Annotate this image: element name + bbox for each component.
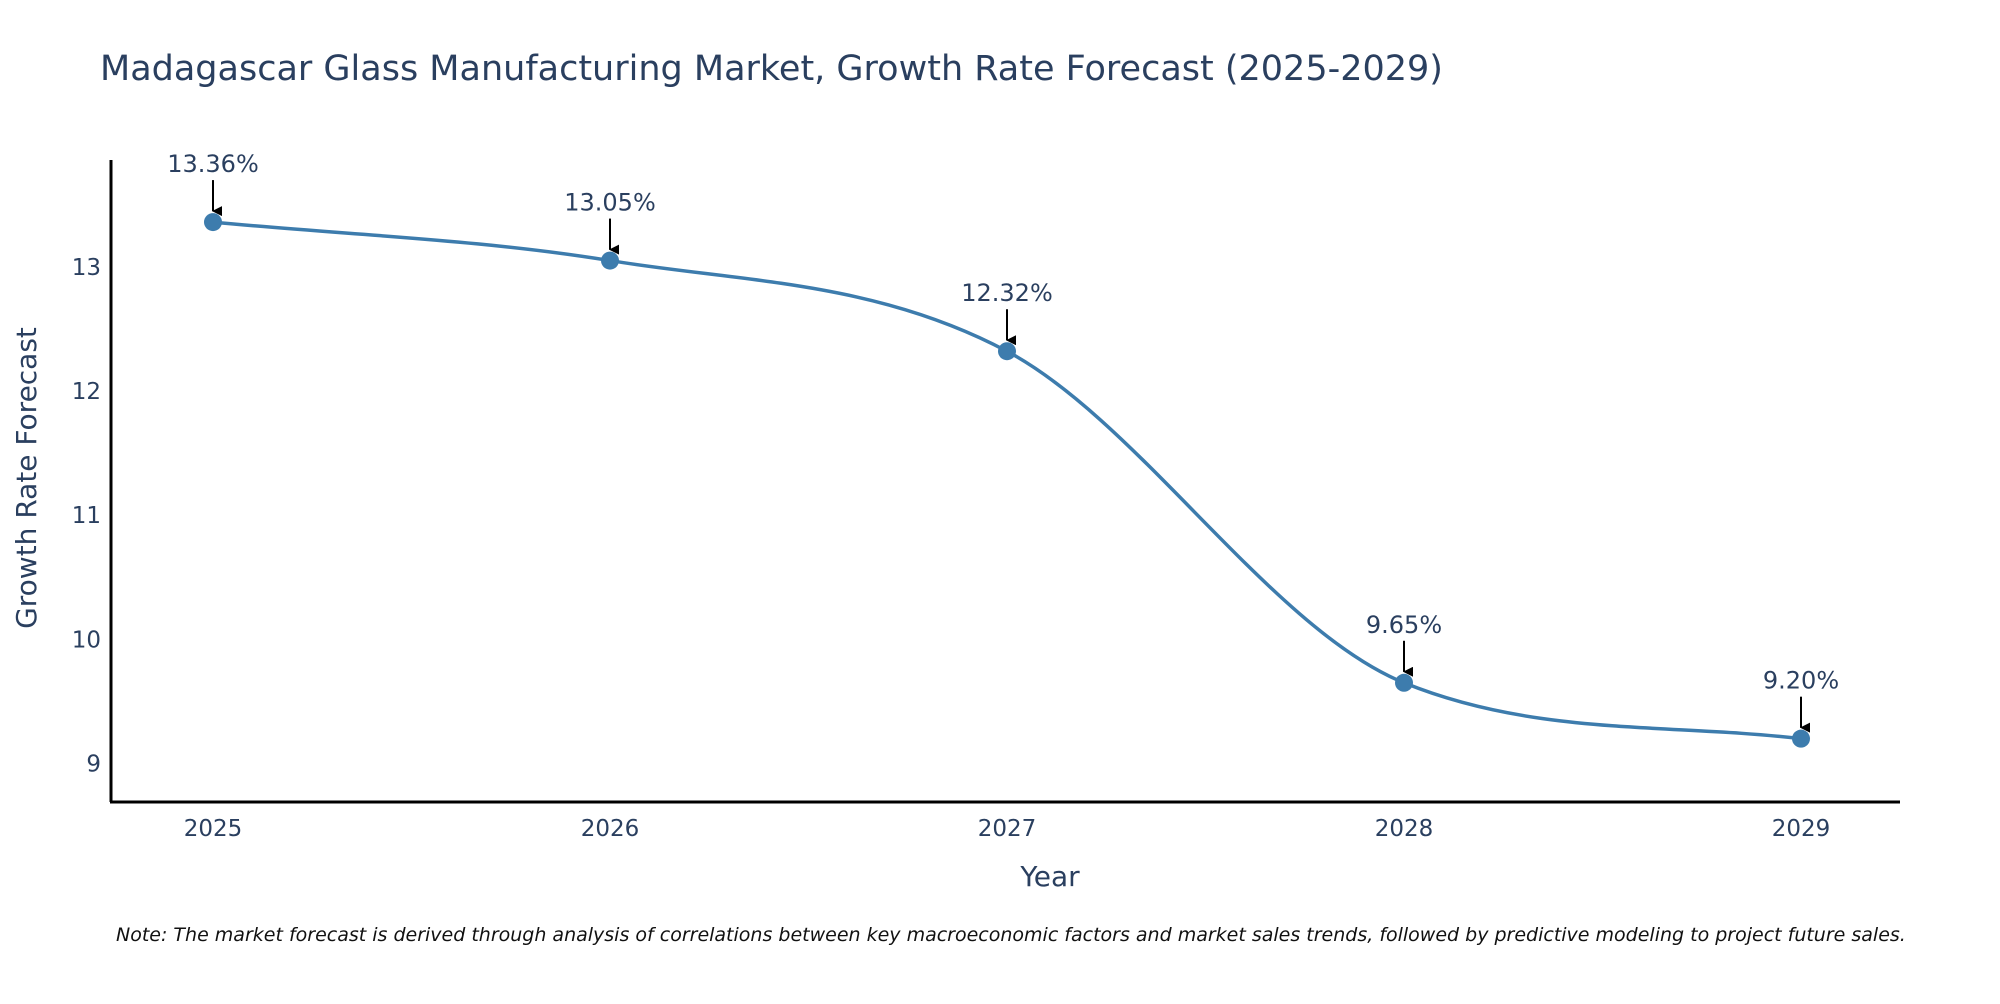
data-annotations: 13.36% 13.05% 12.32% 9.65% 9.20% <box>167 150 1839 733</box>
x-tick-label: 2025 <box>184 816 243 842</box>
data-markers <box>204 213 1810 748</box>
y-tick-label: 11 <box>72 503 101 529</box>
y-tick-labels: 9 10 11 12 13 <box>72 255 101 778</box>
chart-title: Madagascar Glass Manufacturing Market, G… <box>100 49 1443 89</box>
series-line-path <box>211 220 1803 741</box>
data-label: 12.32% <box>961 279 1053 307</box>
x-tick-label: 2027 <box>978 816 1037 842</box>
x-tick-labels: 2025 2026 2027 2028 2029 <box>184 816 1831 842</box>
x-tick-label: 2026 <box>581 816 640 842</box>
x-tick-label: 2029 <box>1772 816 1831 842</box>
data-point[interactable] <box>601 251 619 270</box>
x-tick-label: 2028 <box>1375 816 1434 842</box>
data-label: 9.20% <box>1763 667 1839 695</box>
y-tick-label: 10 <box>72 627 101 653</box>
series-line <box>211 220 1803 741</box>
data-point[interactable] <box>1395 673 1413 692</box>
footnote: Note: The market forecast is derived thr… <box>116 924 1906 946</box>
data-point[interactable] <box>998 342 1016 361</box>
y-axis-title: Growth Rate Forecast <box>10 327 43 629</box>
data-point[interactable] <box>1792 729 1810 748</box>
data-point[interactable] <box>204 213 222 232</box>
data-label: 13.36% <box>167 150 259 178</box>
x-axis-title: Year <box>1019 860 1080 893</box>
data-label: 13.05% <box>564 189 656 217</box>
y-tick-label: 9 <box>86 752 101 778</box>
y-tick-label: 12 <box>72 379 101 405</box>
data-label: 9.65% <box>1366 611 1442 639</box>
y-tick-label: 13 <box>72 255 101 281</box>
